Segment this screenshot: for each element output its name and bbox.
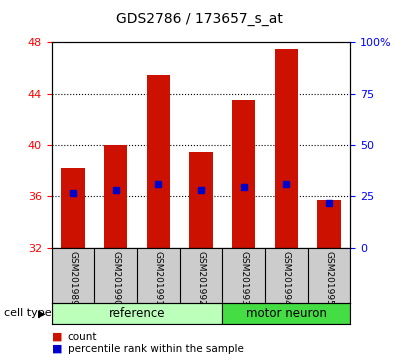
Bar <box>275 49 298 248</box>
Bar <box>146 75 170 248</box>
Bar <box>189 152 213 248</box>
Text: GSM201992: GSM201992 <box>197 251 205 305</box>
Text: ▶: ▶ <box>38 308 45 318</box>
Text: motor neuron: motor neuron <box>246 307 327 320</box>
Text: count: count <box>68 332 97 342</box>
Text: percentile rank within the sample: percentile rank within the sample <box>68 344 244 354</box>
Text: reference: reference <box>109 307 165 320</box>
Bar <box>61 168 85 248</box>
Bar <box>222 303 350 324</box>
Text: cell type: cell type <box>4 308 52 318</box>
Text: GSM201994: GSM201994 <box>282 251 291 305</box>
Text: GSM201995: GSM201995 <box>324 251 334 306</box>
Text: ■: ■ <box>52 344 62 354</box>
Text: GSM201991: GSM201991 <box>154 251 163 306</box>
Text: GSM201989: GSM201989 <box>68 251 78 306</box>
Text: GDS2786 / 173657_s_at: GDS2786 / 173657_s_at <box>115 12 283 27</box>
Bar <box>52 303 222 324</box>
Text: GSM201993: GSM201993 <box>239 251 248 306</box>
Bar <box>104 145 127 248</box>
Text: GSM201990: GSM201990 <box>111 251 120 306</box>
Bar <box>232 100 256 248</box>
Bar <box>317 200 341 248</box>
Text: ■: ■ <box>52 332 62 342</box>
